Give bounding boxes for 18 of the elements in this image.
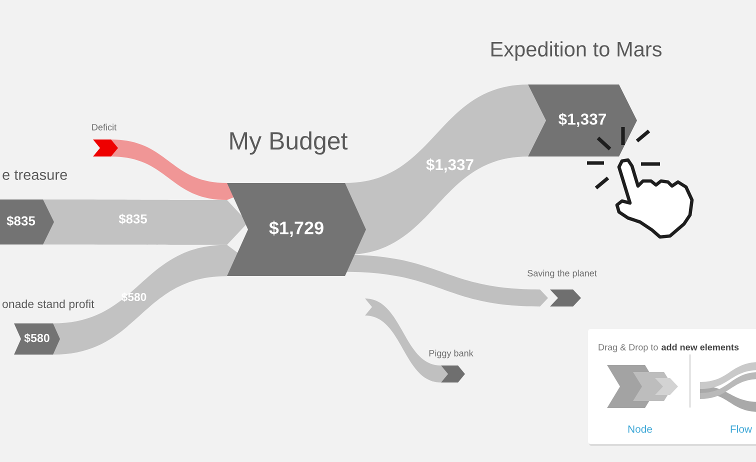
data-label: $580 <box>24 333 50 343</box>
category-label: onade stand profit <box>2 300 94 310</box>
category-label: e treasure <box>2 170 68 180</box>
text: Flow <box>730 425 752 433</box>
category-label: Deficit <box>92 124 116 130</box>
text: Drag & Drop to <box>598 344 658 352</box>
category-label: Saving the planet <box>528 270 597 278</box>
text: add new elements <box>662 344 739 350</box>
data-label: $1,337 <box>558 112 606 128</box>
data-label: $1,729 <box>269 220 324 237</box>
text: $580 <box>121 292 146 302</box>
category-label: My Budget <box>230 131 348 155</box>
text: Node <box>628 425 652 433</box>
text: $1,337 <box>426 158 474 172</box>
data-label: $835 <box>6 216 36 226</box>
category-label: Piggy bank <box>429 350 474 358</box>
text: $835 <box>118 214 148 224</box>
category-label: Expedition to Mars <box>491 41 662 61</box>
